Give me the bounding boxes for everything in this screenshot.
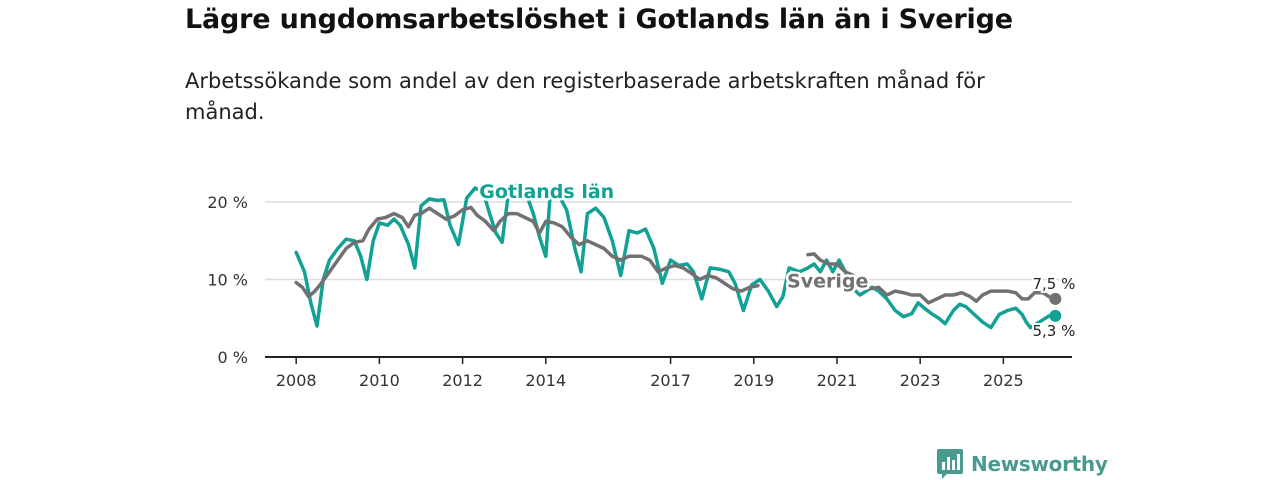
chart-subtitle: Arbetssökande som andel av den registerb… xyxy=(185,69,985,124)
end-value-label: 5,3 % xyxy=(1032,322,1075,340)
series-line-sverige xyxy=(806,252,1058,305)
label-layer: Gotlands län Sverige 5,3 % 7,5 % xyxy=(477,179,1078,342)
series-layer xyxy=(294,183,1062,330)
end-value-label: 7,5 % xyxy=(1032,275,1075,293)
y-tick-label: 10 % xyxy=(207,271,248,290)
end-point-marker xyxy=(1049,309,1062,322)
y-axis: 0 % 10 % 20 % xyxy=(207,193,248,367)
x-tick-label: 2021 xyxy=(817,371,858,390)
newsworthy-logo-icon xyxy=(937,449,963,479)
brand-name: Newsworthy xyxy=(971,452,1108,476)
x-tick-label: 2025 xyxy=(983,371,1024,390)
series-line-gotland xyxy=(294,183,1058,330)
x-tick-label: 2008 xyxy=(276,371,317,390)
x-tick-label: 2010 xyxy=(359,371,400,390)
series-label-sverige: Sverige xyxy=(787,270,868,292)
chart-title: Lägre ungdomsarbetslöshet i Gotlands län… xyxy=(185,4,1013,35)
series-label-gotland: Gotlands län xyxy=(479,181,614,203)
x-axis: 2008 2010 2012 2014 2017 2019 2021 2023 2025 xyxy=(265,356,1072,390)
x-tick-label: 2012 xyxy=(442,371,483,390)
newsworthy-brand[interactable]: Newsworthy xyxy=(937,448,1108,480)
y-tick-label: 0 % xyxy=(218,348,248,367)
end-point-marker xyxy=(1049,292,1062,305)
x-tick-label: 2019 xyxy=(733,371,774,390)
y-tick-label: 20 % xyxy=(207,193,248,212)
series-line-sverige xyxy=(294,205,760,299)
x-tick-label: 2023 xyxy=(900,371,941,390)
grid-layer xyxy=(265,201,1072,281)
x-tick-label: 2014 xyxy=(525,371,566,390)
x-tick-label: 2017 xyxy=(650,371,691,390)
